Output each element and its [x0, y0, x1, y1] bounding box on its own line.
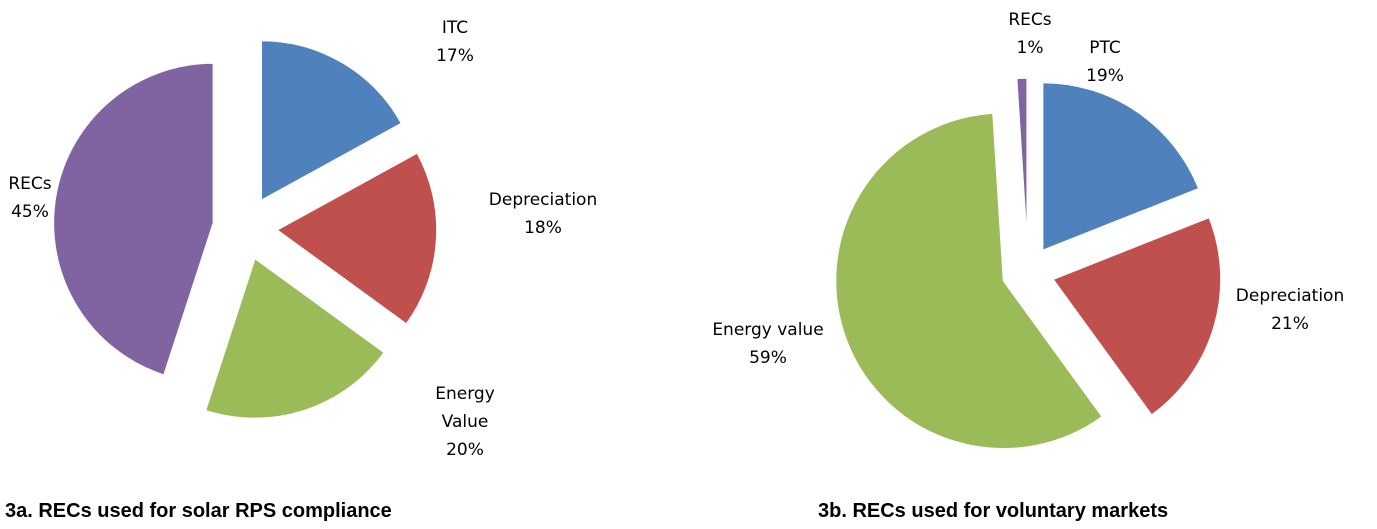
pie-slice: [1015, 77, 1028, 247]
slice-value-label: 45%: [11, 202, 49, 222]
slice-label: ITC: [441, 18, 469, 38]
pie-slice: [52, 62, 215, 377]
pie-slice: [834, 112, 1104, 450]
slice-label: Energy Value: [435, 384, 495, 432]
slice-value-label: 59%: [749, 348, 787, 368]
slice-value-label: 1%: [1016, 38, 1044, 58]
slice-label: Depreciation: [1235, 286, 1345, 306]
pie-slice: [260, 39, 403, 202]
pie-slice: [275, 151, 438, 326]
slice-value-label: 17%: [436, 46, 474, 66]
slice-label: PTC: [1089, 38, 1121, 58]
slice-label: RECs: [1008, 10, 1052, 30]
slice-label: Depreciation: [488, 190, 598, 210]
slice-value-label: 21%: [1271, 314, 1309, 334]
slice-value-label: 19%: [1086, 66, 1124, 86]
slice-label: Energy value: [712, 320, 824, 340]
slice-value-label: 20%: [446, 440, 484, 460]
slice-label: RECs: [8, 174, 52, 194]
pie-slice: [1041, 81, 1200, 252]
chart-title: 3a. RECs used for solar RPS compliance: [5, 500, 392, 522]
chart-title: 3b. RECs used for voluntary markets: [818, 500, 1169, 522]
pie-slice: [204, 257, 386, 420]
slice-value-label: 18%: [524, 218, 562, 238]
pie-slice: [1051, 216, 1222, 417]
